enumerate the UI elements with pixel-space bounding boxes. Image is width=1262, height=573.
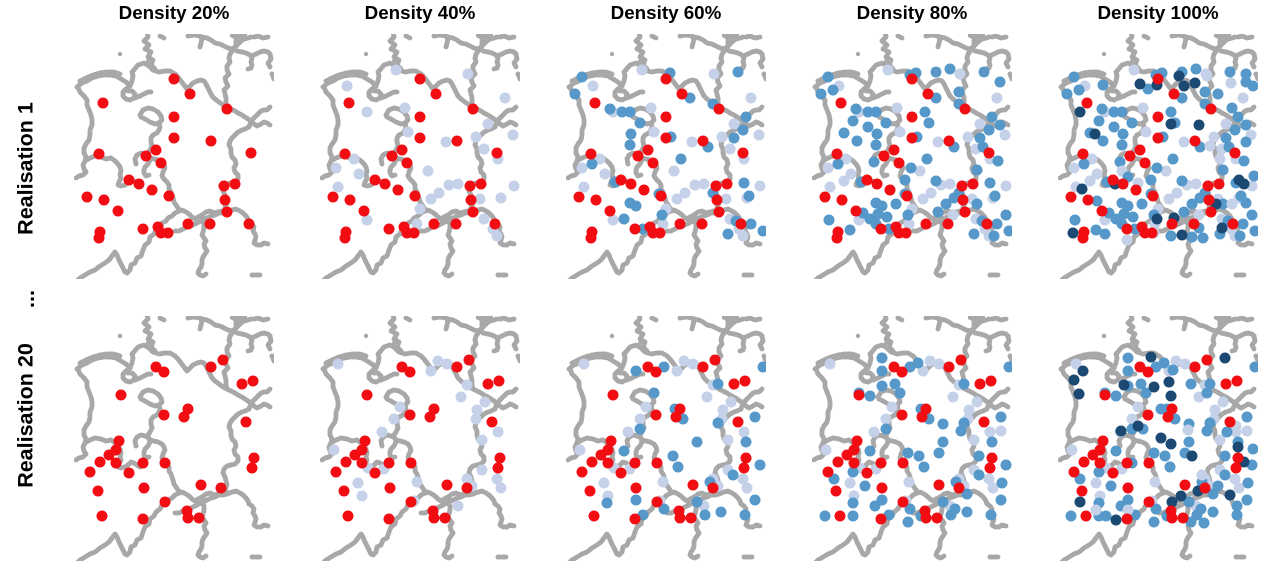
svg-text:...: ... <box>15 290 39 308</box>
svg-text:Density 100%: Density 100% <box>1097 2 1218 23</box>
svg-text:Density 60%: Density 60% <box>611 2 722 23</box>
svg-text:Density 20%: Density 20% <box>119 2 230 23</box>
svg-text:Realisation 1: Realisation 1 <box>14 102 38 235</box>
svg-text:Density 40%: Density 40% <box>365 2 476 23</box>
svg-text:Realisation 20: Realisation 20 <box>14 343 38 488</box>
svg-text:Density 80%: Density 80% <box>857 2 968 23</box>
